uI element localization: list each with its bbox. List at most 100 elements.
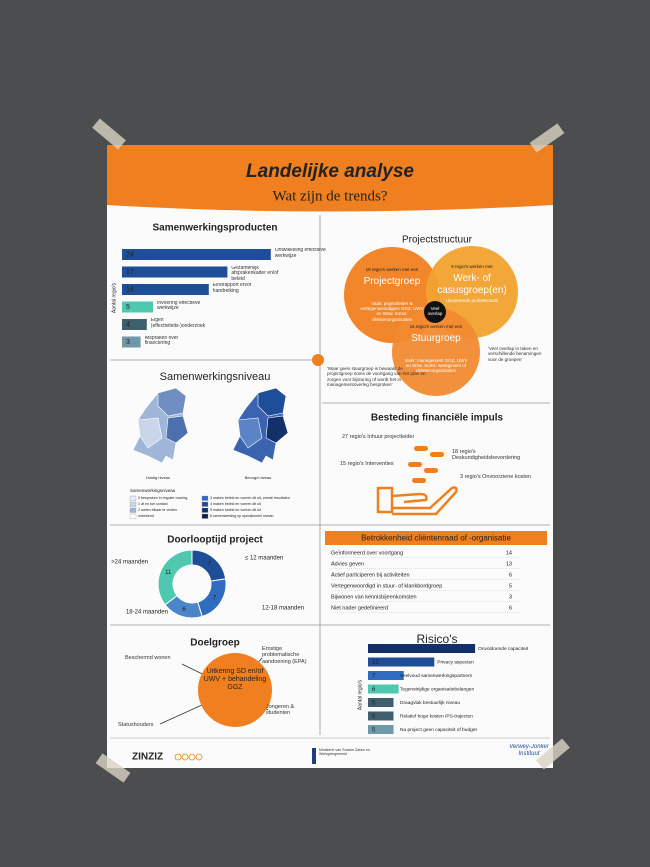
row-label: Bijwonen van kennisbijeenkomsten <box>331 594 417 600</box>
map-region <box>265 415 289 444</box>
row-label: Actief participeren bij activiteiten <box>331 572 410 578</box>
spend-item-box: 15 regio's Interventies <box>340 461 394 467</box>
map-region <box>157 387 187 417</box>
bar-label: Eindrapport en/of handreiking <box>212 283 252 294</box>
spend-item-box: 27 regio's Inhuur projectleider <box>342 434 415 440</box>
overlap-label-box: Veel overlap <box>427 306 443 317</box>
map-label: Huidig niveau <box>146 475 170 480</box>
circle-name-box: Stuurgroep <box>411 333 460 344</box>
group-label: Ernstige problematische aandoening (EPA) <box>262 646 307 665</box>
row-value: 13 <box>506 561 512 567</box>
legend-label: 5 maken beleid en voeren dit uit <box>210 508 261 512</box>
map-region <box>137 417 163 449</box>
legend-label: 1 af en toe contact <box>138 502 168 506</box>
bar <box>368 644 476 653</box>
bar-label: Ontwikkeling effectieve werkwijze <box>274 248 326 259</box>
circle-count: 9 regio's werken met <box>451 264 493 269</box>
header-band <box>107 145 553 212</box>
bar <box>368 671 404 680</box>
legend-swatch <box>129 495 137 501</box>
bar-label-box: Eigen (effectiviteits-)onderzoek <box>151 318 205 329</box>
quote-box: 'Waar geen stuurgroep is bewaakt de proj… <box>327 366 426 387</box>
logo-box: Verwey-Jonker Instituut <box>509 744 549 757</box>
target-circle <box>198 653 272 727</box>
donut-segment <box>157 549 193 606</box>
section-title: Samenwerkingsproducten <box>152 223 277 234</box>
bar-value: 17 <box>126 269 134 276</box>
poster-subtitle: Wat zijn de trends? <box>273 188 388 204</box>
group-label-box: Statushouders <box>118 722 153 728</box>
bar-label-box: Eindrapport en/of handreiking <box>212 283 252 294</box>
spend-item: 27 regio's Inhuur projectleider <box>342 434 415 440</box>
group-label-box: Ernstige problematische aandoening (EPA) <box>262 646 307 665</box>
spend-item: 3 regio's Onvoorziene kosten <box>460 474 532 480</box>
logo-ring <box>188 753 196 761</box>
spend-item-box: 3 regio's Onvoorziene kosten <box>460 474 532 480</box>
bar <box>122 319 147 330</box>
map-label: Beoogd niveau <box>245 475 272 480</box>
section-title: Risico's <box>417 632 458 646</box>
quote-box: 'Veel overlap in taken en verschillende … <box>488 346 541 362</box>
segment-label: 18-24 maanden <box>126 610 168 616</box>
bar-value: 7 <box>372 673 376 679</box>
bar <box>368 725 394 734</box>
circle-name: Projectgroep <box>363 276 421 287</box>
legend-swatch <box>201 507 209 513</box>
bar-value: 24 <box>126 252 134 259</box>
target-center-box: Uitkering SD en/of UWV + behandeling GGZ <box>204 668 266 691</box>
bar-value: 14 <box>126 287 134 294</box>
bar <box>122 249 271 260</box>
spend-item-box: 18 regio's Deskundigheidsbevordering <box>452 449 521 462</box>
bar-value: 6 <box>372 687 376 693</box>
legend-label: 0 besproken in regulier overleg <box>138 496 187 500</box>
bar-label-box: Invoering effectieve werkwijze <box>157 300 201 312</box>
segment-label: 12-18 maanden <box>262 606 304 612</box>
ministry-label-box: Ministerie van Sociale Zaken en Werkgele… <box>319 748 370 756</box>
section-title: Samenwerkingsniveau <box>160 371 271 383</box>
legend-title: Samenwerkingsniveau <box>130 488 176 493</box>
row-value: 6 <box>509 572 512 578</box>
bar-label: Tegenstrijdige organisatiebelangen <box>400 687 474 693</box>
group-label: Jongeren & studenten <box>266 704 295 717</box>
logo-ring <box>195 753 203 761</box>
coin <box>408 462 422 467</box>
axis-label: Aantal regio's <box>357 679 363 710</box>
bar-label: Invoering effectieve werkwijze <box>157 300 201 312</box>
legend-swatch <box>201 501 209 507</box>
coin <box>412 478 426 483</box>
bar-label: Gezamenlijk afsprakenkader en/of beleid <box>231 265 279 280</box>
coin <box>430 452 444 457</box>
section-title: Besteding financiële impuls <box>371 413 504 424</box>
hand-icon <box>376 486 458 516</box>
row-label: Geïnformeerd over voortgang <box>331 550 403 556</box>
bar-label: Veelvoud samenwerkingspartners <box>400 673 473 679</box>
group-label-box: Jongeren & studenten <box>266 704 295 717</box>
spend-item: 18 regio's Deskundigheidsbevordering <box>452 449 521 462</box>
overlap-label: Veel overlap <box>427 306 443 317</box>
bar-label-box: Gezamenlijk afsprakenkader en/of beleid <box>231 265 279 280</box>
bar-label: Afspraken over financiering <box>144 335 179 347</box>
row-label: Vertegenwoordigd in stuur- of klankbordg… <box>331 583 442 589</box>
bar-value: 3 <box>126 339 130 346</box>
legend-swatch <box>129 501 137 507</box>
circle-note-box: Uitvoerende professionals <box>446 298 498 303</box>
bar-value: 5 <box>372 714 376 720</box>
tape <box>92 118 126 150</box>
row-value: 14 <box>506 550 512 556</box>
bar-label: Relatief hoge kosten IPS-trajecten <box>400 714 473 720</box>
structure-circle <box>392 308 480 396</box>
circle-name-box: Werk- of casusgroep(en) <box>437 273 506 296</box>
bar <box>122 336 141 348</box>
section-title: Doorlooptijd project <box>167 535 263 546</box>
row-label: Advies geven <box>331 561 364 567</box>
coin <box>424 468 438 473</box>
circle-name-box: Projectgroep <box>363 276 421 287</box>
title-band <box>325 531 547 545</box>
logo: Verwey-Jonker Instituut <box>509 744 549 757</box>
bar-label: Privacy aspecten <box>437 660 474 666</box>
circle-note-box: Vaak: projectleider & vertegenwoordigers… <box>360 301 424 322</box>
logo-ring <box>174 753 182 761</box>
circle-note-box: Vaak: management GGZ, UWV en Wsw. Soms: … <box>405 358 468 373</box>
